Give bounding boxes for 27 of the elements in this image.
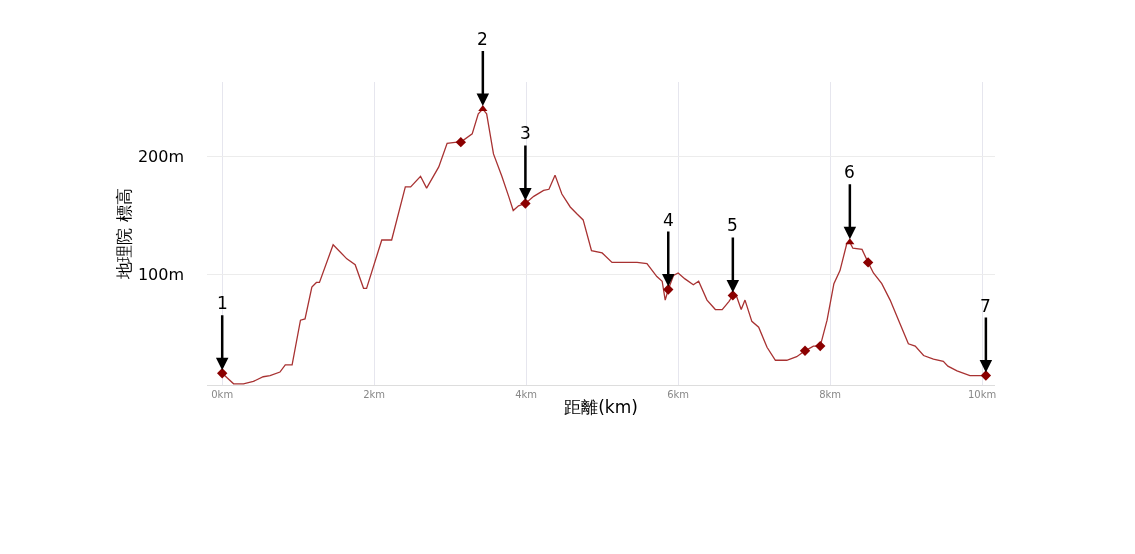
y-tick-label: 100m [137, 264, 184, 284]
point [862, 257, 874, 268]
point [799, 345, 811, 357]
point [980, 370, 992, 381]
x-tick-label: 6km [667, 389, 690, 400]
x-tick-label: 10km [967, 389, 997, 400]
annotation: 6 [844, 162, 855, 182]
x-tick-label: 2km [363, 389, 386, 400]
annotation: 3 [520, 123, 531, 143]
annotation: 4 [663, 210, 674, 230]
point [478, 105, 488, 112]
annotation: 7 [980, 296, 991, 316]
point [520, 198, 531, 209]
annotation: 1 [217, 293, 228, 313]
point [663, 284, 674, 295]
y-axis-title: 地理院 標高 [114, 188, 135, 280]
annotation: 2 [477, 29, 488, 49]
point [727, 290, 739, 301]
x-tick-label: 4km [515, 389, 538, 400]
annotation: 5 [727, 215, 738, 235]
point [455, 136, 466, 148]
x-axis-title: 距離(km) [564, 397, 638, 418]
point [217, 368, 228, 379]
y-tick-label: 200m [137, 146, 184, 166]
x-tick-label: 0km [211, 389, 234, 400]
point [815, 340, 826, 352]
x-tick-label: 8km [819, 389, 842, 400]
